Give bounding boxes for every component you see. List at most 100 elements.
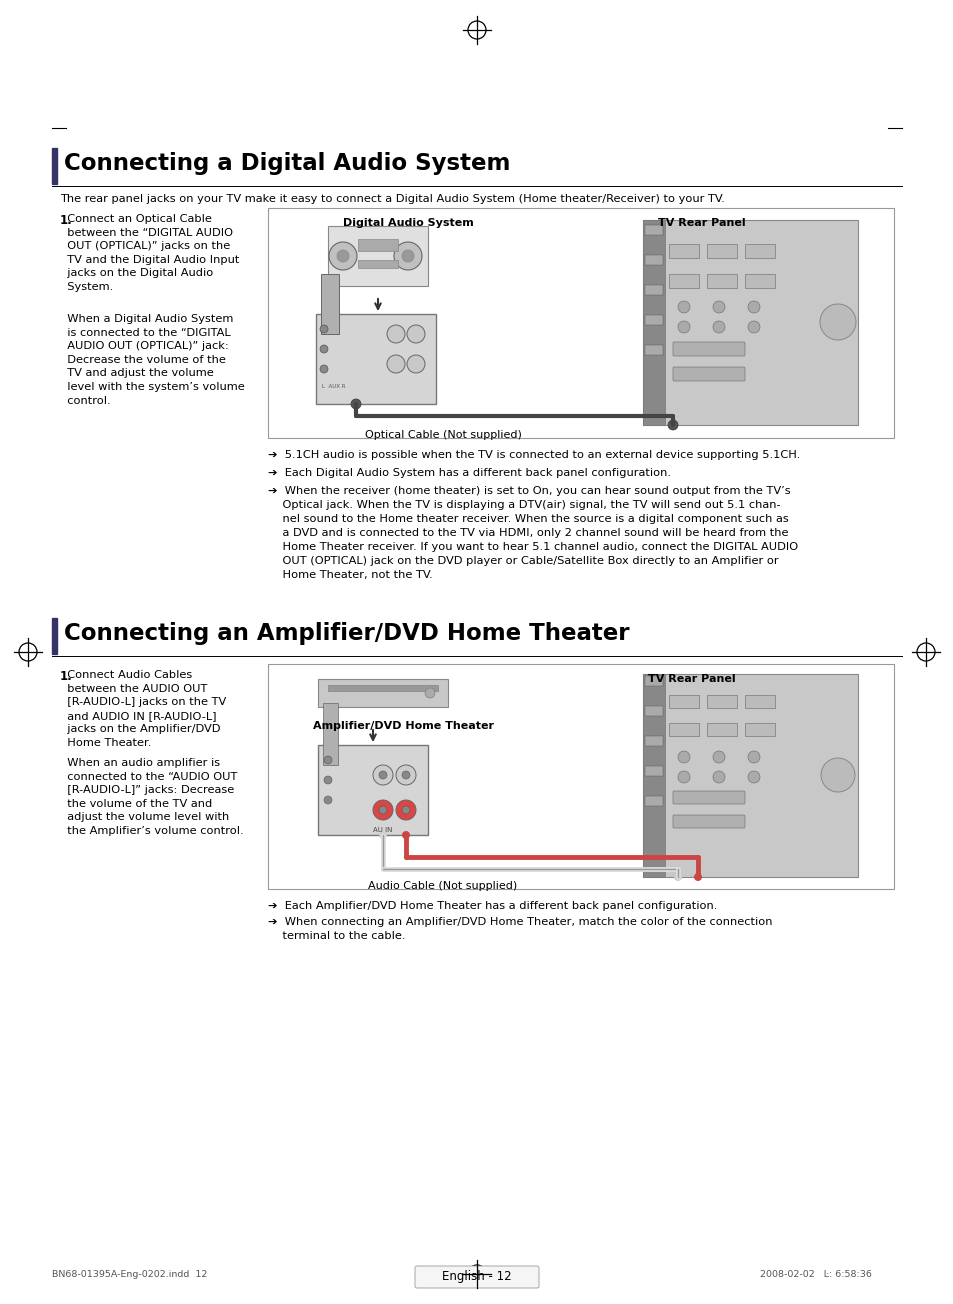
Text: Connecting a Digital Audio System: Connecting a Digital Audio System: [64, 153, 510, 175]
Circle shape: [712, 771, 724, 782]
Circle shape: [378, 831, 387, 838]
Circle shape: [821, 758, 854, 792]
Text: ➔  Each Digital Audio System has a different back panel configuration.: ➔ Each Digital Audio System has a differ…: [268, 468, 670, 479]
Text: Amplifier/DVD Home Theater: Amplifier/DVD Home Theater: [313, 721, 494, 732]
FancyBboxPatch shape: [415, 1266, 538, 1288]
Bar: [644, 705, 662, 716]
Text: Digital Audio System: Digital Audio System: [343, 218, 474, 228]
Circle shape: [712, 751, 724, 763]
Text: Connecting an Amplifier/DVD Home Theater: Connecting an Amplifier/DVD Home Theater: [64, 622, 629, 645]
Circle shape: [395, 765, 416, 785]
Circle shape: [319, 346, 328, 353]
Bar: [744, 274, 774, 288]
Bar: [644, 795, 662, 806]
Circle shape: [378, 771, 387, 778]
Bar: [744, 244, 774, 258]
FancyBboxPatch shape: [672, 342, 744, 356]
Bar: [644, 346, 662, 355]
Bar: [317, 679, 448, 707]
Circle shape: [407, 325, 424, 343]
Circle shape: [693, 872, 701, 882]
Text: a DVD and is connected to the TV via HDMI, only 2 channel sound will be heard fr: a DVD and is connected to the TV via HDM…: [268, 528, 788, 539]
Text: nel sound to the Home theater receiver. When the source is a digital component s: nel sound to the Home theater receiver. …: [268, 514, 788, 524]
Text: The rear panel jacks on your TV make it easy to connect a Digital Audio System (: The rear panel jacks on your TV make it …: [60, 194, 724, 203]
Bar: [642, 674, 857, 878]
Circle shape: [324, 756, 332, 764]
Bar: [317, 745, 428, 835]
Text: When an audio amplifier is
  connected to the “AUDIO OUT
  [R-AUDIO-L]” jacks: D: When an audio amplifier is connected to …: [60, 758, 243, 836]
Bar: [315, 314, 436, 404]
Text: Optical jack. When the TV is displaying a DTV(air) signal, the TV will send out : Optical jack. When the TV is displaying …: [268, 499, 780, 510]
Text: terminal to the cable.: terminal to the cable.: [268, 931, 405, 941]
Circle shape: [387, 325, 405, 343]
Text: When a Digital Audio System
  is connected to the “DIGITAL
  AUDIO OUT (OPTICAL): When a Digital Audio System is connected…: [60, 314, 245, 406]
Text: L  AUX R: L AUX R: [322, 383, 345, 389]
Text: Home Theater, not the TV.: Home Theater, not the TV.: [268, 570, 433, 580]
Bar: [52, 618, 57, 655]
Text: Audio Cable (Not supplied): Audio Cable (Not supplied): [368, 882, 517, 891]
Bar: [644, 256, 662, 265]
Text: ➔  When connecting an Amplifier/DVD Home Theater, match the color of the connect: ➔ When connecting an Amplifier/DVD Home …: [268, 917, 772, 927]
Circle shape: [319, 365, 328, 373]
Bar: [644, 675, 662, 686]
Circle shape: [747, 751, 760, 763]
Bar: [323, 703, 337, 765]
Circle shape: [401, 806, 410, 814]
Circle shape: [394, 243, 421, 270]
Circle shape: [395, 799, 416, 820]
Circle shape: [373, 799, 393, 820]
Text: Connect an Optical Cable
  between the “DIGITAL AUDIO
  OUT (OPTICAL)” jacks on : Connect an Optical Cable between the “DI…: [60, 214, 239, 292]
Bar: [644, 316, 662, 325]
Text: English - 12: English - 12: [442, 1270, 511, 1283]
Circle shape: [424, 689, 435, 698]
Bar: [668, 244, 699, 258]
Bar: [644, 765, 662, 776]
Text: Optical Cable (Not supplied): Optical Cable (Not supplied): [364, 430, 521, 439]
Text: TV Rear Panel: TV Rear Panel: [658, 218, 745, 228]
Bar: [357, 239, 397, 250]
Bar: [328, 226, 428, 286]
Bar: [644, 286, 662, 295]
Bar: [706, 244, 737, 258]
Bar: [357, 259, 397, 269]
FancyBboxPatch shape: [672, 792, 744, 805]
Circle shape: [401, 250, 414, 262]
Circle shape: [747, 301, 760, 313]
Bar: [644, 735, 662, 746]
Circle shape: [673, 872, 681, 882]
Text: Home Theater receiver. If you want to hear 5.1 channel audio, connect the DIGITA: Home Theater receiver. If you want to he…: [268, 542, 798, 552]
Text: 2008-02-02   Ŀ: 6:58:36: 2008-02-02 Ŀ: 6:58:36: [760, 1270, 871, 1279]
Bar: [706, 722, 737, 735]
Bar: [668, 695, 699, 708]
Bar: [744, 695, 774, 708]
Circle shape: [373, 765, 393, 785]
Bar: [642, 220, 857, 425]
Bar: [706, 695, 737, 708]
Text: Connect Audio Cables
  between the AUDIO OUT
  [R-AUDIO-L] jacks on the TV
  and: Connect Audio Cables between the AUDIO O…: [60, 670, 226, 748]
Text: OUT (OPTICAL) jack on the DVD player or Cable/Satellite Box directly to an Ampli: OUT (OPTICAL) jack on the DVD player or …: [268, 556, 778, 566]
FancyBboxPatch shape: [672, 815, 744, 828]
Bar: [268, 209, 893, 438]
Text: 1.: 1.: [60, 214, 72, 227]
Text: ➔  5.1CH audio is possible when the TV is connected to an external device suppor: ➔ 5.1CH audio is possible when the TV is…: [268, 450, 800, 460]
Bar: [668, 722, 699, 735]
Circle shape: [401, 771, 410, 778]
Text: TV Rear Panel: TV Rear Panel: [647, 674, 735, 685]
Circle shape: [747, 771, 760, 782]
Bar: [268, 664, 893, 889]
Circle shape: [324, 795, 332, 805]
Circle shape: [667, 420, 678, 430]
Text: ➔  Each Amplifier/DVD Home Theater has a different back panel configuration.: ➔ Each Amplifier/DVD Home Theater has a …: [268, 901, 717, 911]
Circle shape: [747, 321, 760, 333]
Circle shape: [712, 301, 724, 313]
Circle shape: [678, 751, 689, 763]
Circle shape: [678, 321, 689, 333]
Circle shape: [329, 243, 356, 270]
Circle shape: [678, 771, 689, 782]
Circle shape: [401, 831, 410, 838]
Circle shape: [820, 304, 855, 340]
Circle shape: [678, 301, 689, 313]
Circle shape: [407, 355, 424, 373]
FancyBboxPatch shape: [672, 366, 744, 381]
Bar: [668, 274, 699, 288]
